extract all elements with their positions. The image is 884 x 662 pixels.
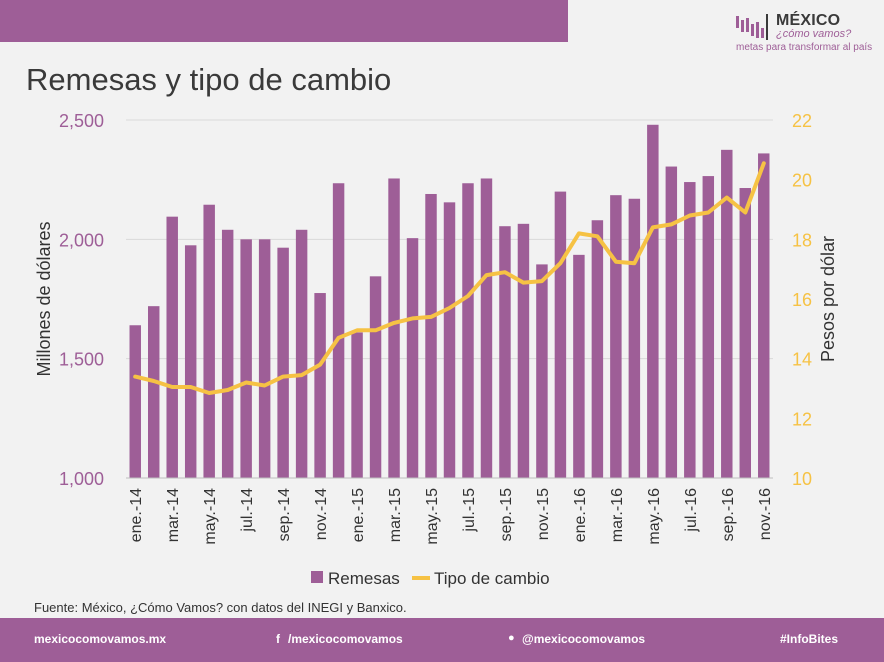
right-tick-label: 20	[792, 171, 812, 191]
bar-remesas	[406, 238, 419, 478]
facebook-icon: f	[276, 632, 280, 646]
bar-remesas	[351, 332, 363, 478]
right-tick-label: 22	[792, 111, 812, 131]
bar-remesas	[166, 216, 178, 478]
header-band	[0, 0, 568, 42]
chart: 1,000 1,500 2,000 2,500 10 12 14 16 18 20 22 ene.-1…	[34, 111, 838, 588]
footer-hashtag[interactable]: #InfoBites	[780, 632, 839, 646]
x-tick-label: mar.-15	[387, 488, 404, 542]
bar-remesas	[647, 124, 659, 479]
left-tick-label: 2,500	[59, 111, 104, 131]
bar-remesas	[758, 153, 770, 478]
bar-remesas	[240, 239, 252, 478]
logo: MÉXICO ¿cómo vamos? metas para transform…	[736, 12, 876, 56]
bar-remesas	[499, 226, 511, 478]
right-tick-label: 18	[792, 230, 812, 250]
x-tick-label: may.-15	[424, 488, 441, 545]
x-tick-label: may.-14	[202, 488, 219, 545]
bar-remesas	[221, 229, 234, 478]
x-tick-label: mar.-14	[165, 488, 182, 542]
footer-facebook[interactable]: /mexicocomovamos	[288, 632, 403, 646]
logo-subtitle: ¿cómo vamos?	[776, 28, 852, 40]
bar-remesas	[573, 254, 585, 478]
x-tick-label: mar.-16	[609, 488, 626, 542]
bar-remesas	[277, 247, 289, 478]
bar-remesas	[443, 202, 456, 478]
logo-tagline: metas para transformar al país	[736, 42, 873, 53]
right-tick-label: 14	[792, 350, 812, 370]
bar-remesas	[739, 188, 752, 478]
page-title: Remesas y tipo de cambio	[26, 62, 392, 97]
bar-remesas	[147, 306, 160, 478]
x-tick-label: sep.-14	[276, 488, 293, 541]
bar-remesas	[591, 220, 604, 479]
bar-remesas	[628, 198, 641, 478]
x-tick-label: ene.-16	[572, 488, 589, 542]
left-tick-label: 2,000	[59, 230, 104, 250]
legend-label-remesas: Remesas	[328, 569, 400, 588]
bar-remesas	[536, 264, 548, 478]
bar-remesas	[702, 176, 715, 478]
left-tick-label: 1,500	[59, 350, 104, 370]
x-tick-label: jul.-14	[239, 488, 256, 533]
bar-remesas	[721, 149, 733, 479]
x-tick-label: nov.-16	[757, 488, 774, 540]
left-tick-label: 1,000	[59, 469, 104, 489]
right-tick-label: 10	[792, 469, 812, 489]
x-tick-label: nov.-14	[313, 488, 330, 540]
bar-remesas	[258, 239, 271, 478]
line-tipo-de-cambio	[133, 161, 766, 395]
bar-remesas	[425, 193, 437, 478]
bar-remesas	[610, 195, 622, 478]
x-tick-label: ene.-15	[350, 488, 367, 542]
x-tick-label: ene.-14	[128, 488, 145, 542]
legend-swatch-remesas	[311, 571, 323, 583]
bar-remesas	[665, 166, 678, 479]
x-tick-label: nov.-15	[535, 488, 552, 540]
logo-title: MÉXICO	[776, 12, 841, 29]
footer-twitter[interactable]: @mexicocomovamos	[522, 632, 646, 646]
x-tick-label: jul.-16	[683, 488, 700, 533]
bar-remesas	[129, 325, 141, 478]
logo-bars-icon	[736, 14, 768, 40]
bar-remesas	[184, 245, 197, 478]
x-tick-label: may.-16	[646, 488, 663, 545]
right-tick-label: 12	[792, 409, 812, 429]
bar-remesas	[684, 182, 696, 478]
bar-remesas	[517, 223, 530, 478]
bar-remesas	[314, 293, 326, 478]
bar-remesas	[388, 178, 400, 478]
x-tick-label: sep.-15	[498, 488, 515, 541]
bar-remesas	[480, 178, 493, 478]
footer-bar: mexicocomovamos.mx f /mexicocomovamos ● …	[0, 618, 884, 662]
source-note: Fuente: México, ¿Cómo Vamos? con datos d…	[34, 600, 407, 615]
footer-website[interactable]: mexicocomovamos.mx	[34, 632, 167, 646]
bar-remesas	[295, 229, 308, 478]
x-tick-label: jul.-15	[461, 488, 478, 533]
bar-remesas	[332, 183, 345, 478]
twitter-icon: ●	[508, 632, 515, 644]
x-tick-label: sep.-16	[720, 488, 737, 541]
bar-remesas	[203, 204, 215, 478]
bar-remesas	[554, 191, 567, 478]
right-tick-label: 16	[792, 290, 812, 310]
bar-remesas	[369, 276, 382, 478]
bar-remesas	[462, 183, 474, 478]
right-axis-title: Pesos por dólar	[818, 236, 838, 362]
legend-label-tipo-de-cambio: Tipo de cambio	[434, 569, 550, 588]
left-axis-title: Millones de dólares	[34, 221, 54, 376]
